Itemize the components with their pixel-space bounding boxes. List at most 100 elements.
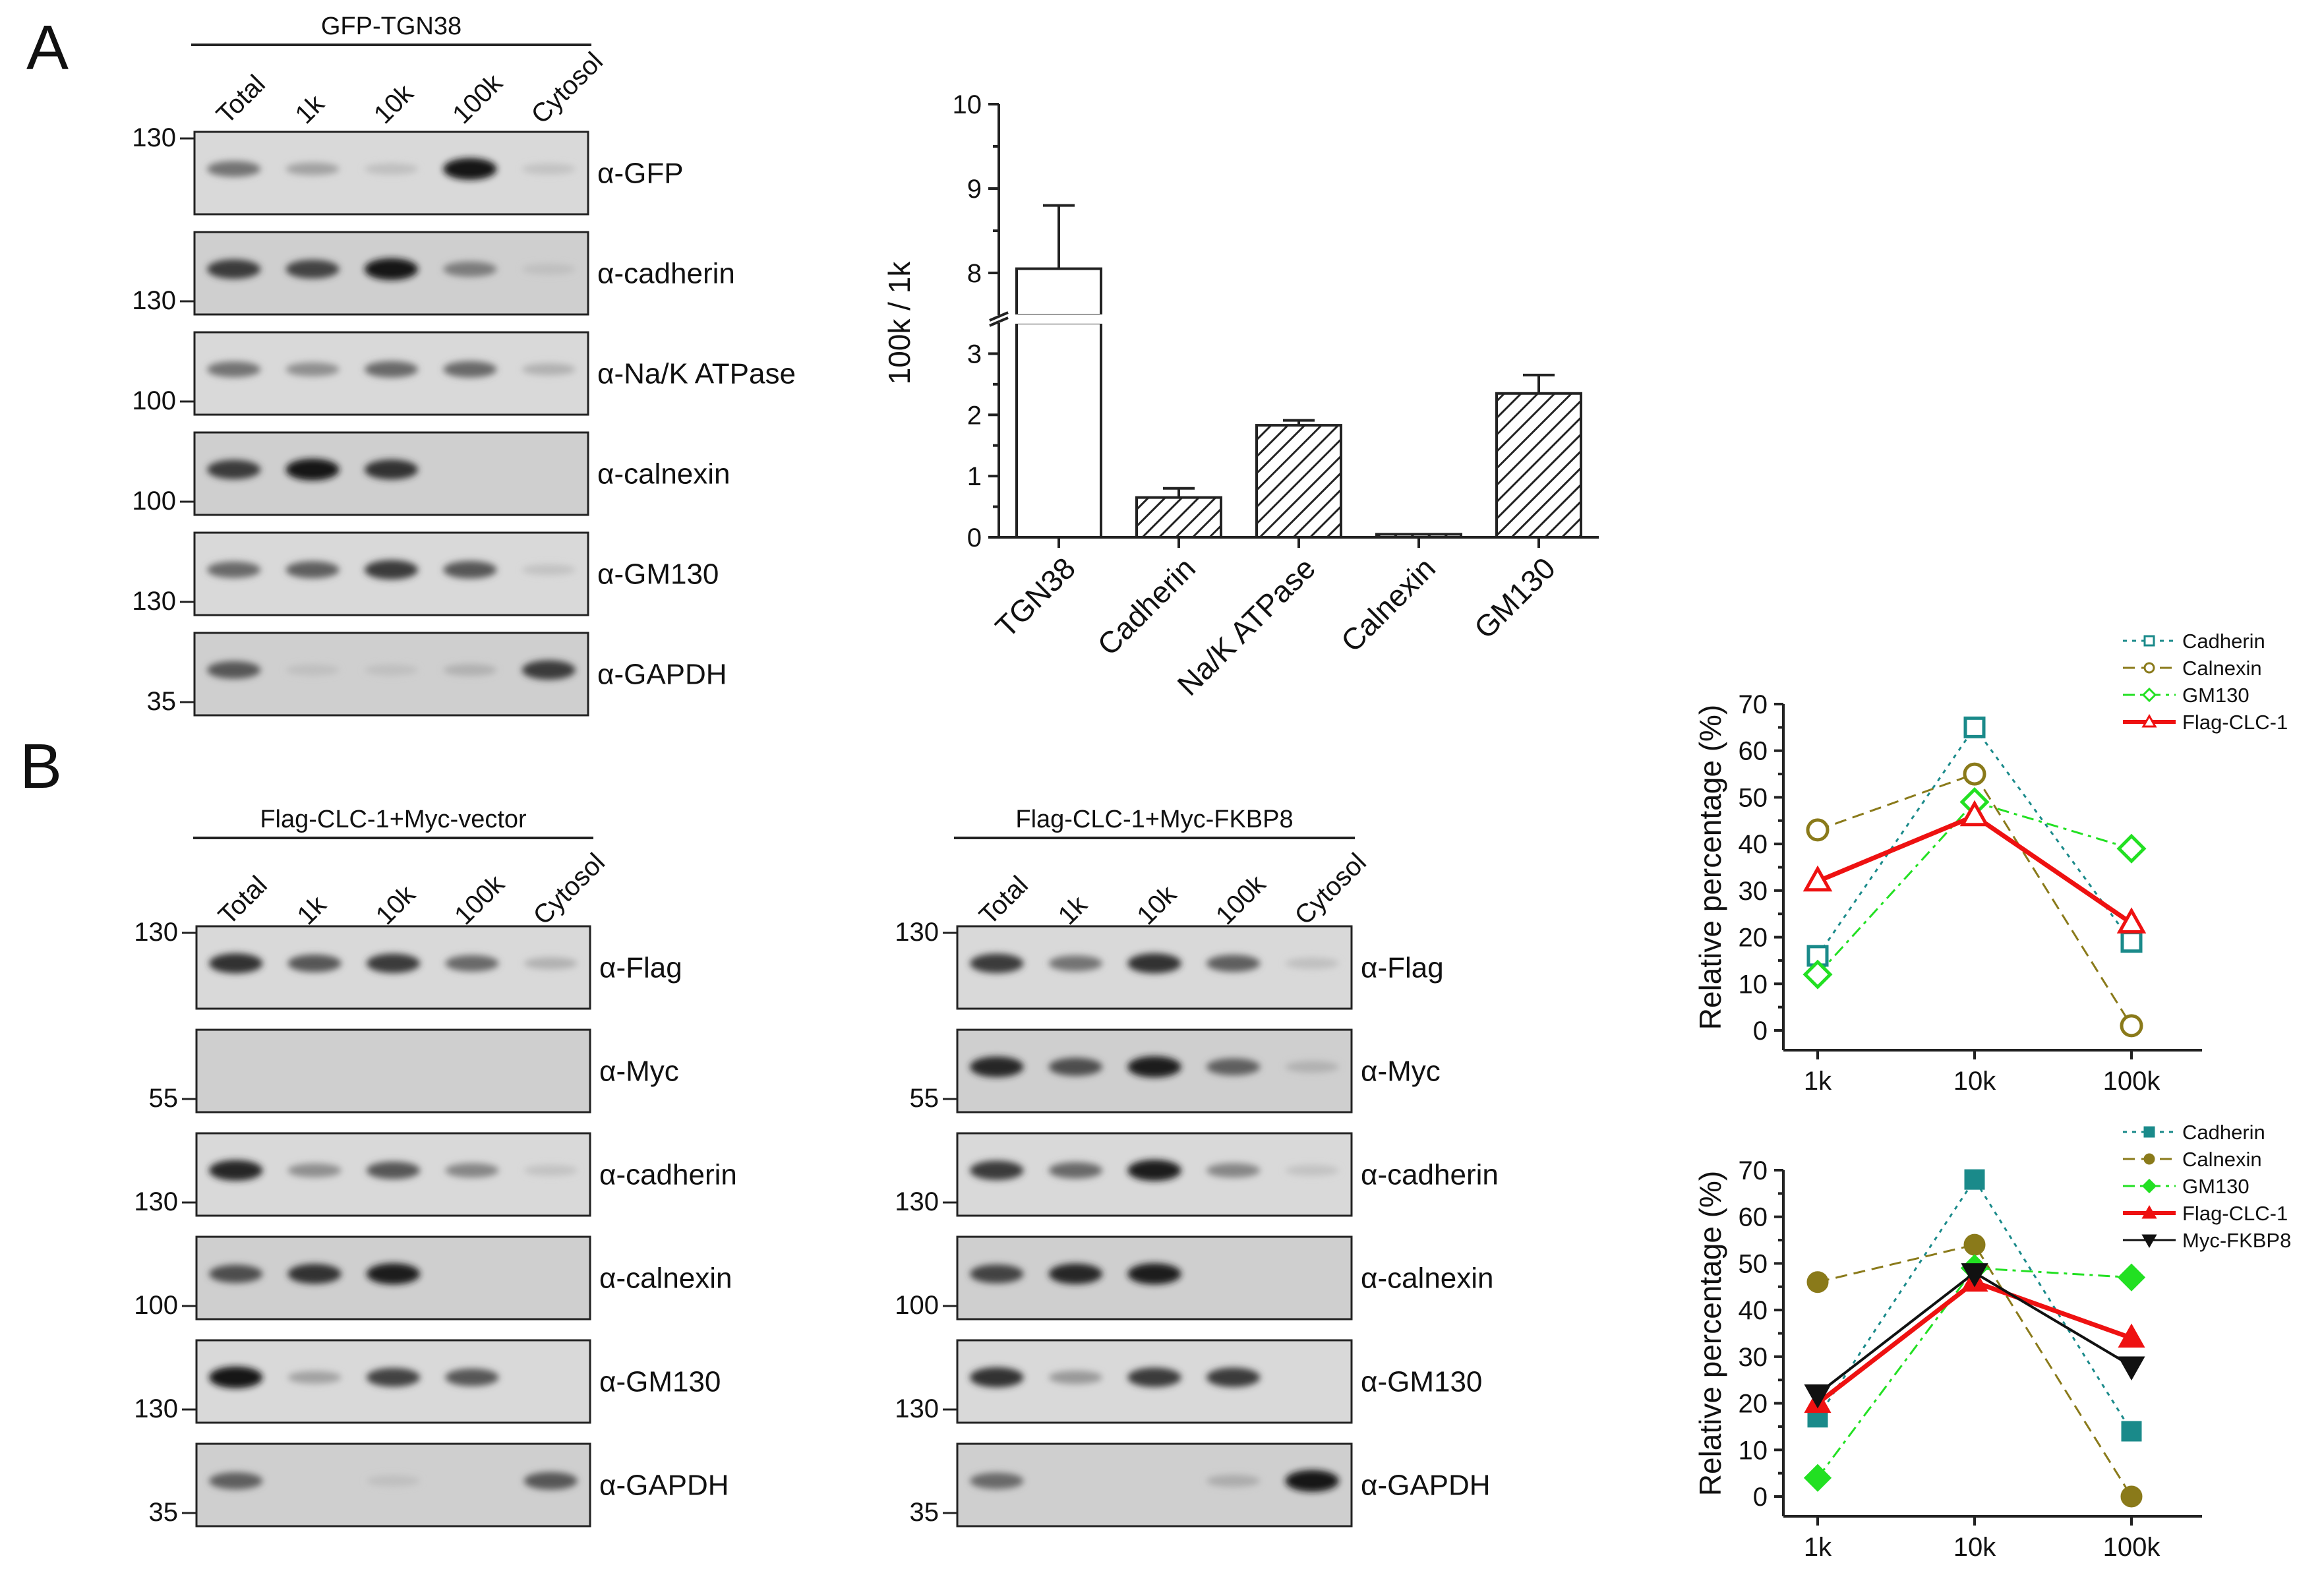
lane-label: Cytosol: [526, 47, 609, 129]
blot-band: [364, 664, 419, 676]
series-line: [1816, 1177, 2133, 1432]
blot-strip: [195, 1442, 591, 1528]
blot-band: [970, 1472, 1024, 1489]
blot-strip: [956, 1442, 1353, 1528]
blot-band: [1127, 1160, 1181, 1181]
antibody-label: α-cadherin: [1361, 1159, 1499, 1191]
legend-marker: [2141, 713, 2157, 728]
mw-marker: 100: [134, 1291, 178, 1320]
mw-marker: 130: [134, 1394, 178, 1423]
lane-label: 1k: [291, 890, 332, 931]
y-tick-label: 20: [1739, 1390, 1768, 1419]
mw-marker: 55: [149, 1084, 179, 1113]
y-tick-label: 60: [1739, 1203, 1768, 1232]
mw-marker: 130: [132, 587, 176, 616]
blot-band: [1206, 1367, 1261, 1387]
antibody-label: α-GM130: [1361, 1366, 1482, 1398]
bar: [1495, 392, 1582, 539]
blot-band: [366, 1475, 421, 1487]
blot-band: [287, 1163, 342, 1177]
blot-band: [445, 1368, 499, 1386]
mw-marker: 35: [910, 1498, 939, 1527]
blot-band: [366, 1263, 421, 1285]
lane-label: 10k: [371, 879, 421, 930]
data-point: [1963, 762, 1986, 786]
blot-band: [521, 263, 576, 275]
blot-band: [287, 954, 342, 972]
blot-band: [1285, 1469, 1339, 1492]
blot-band: [445, 955, 499, 972]
y-tick-label: 70: [1739, 1156, 1768, 1185]
blot-band: [970, 1264, 1024, 1284]
y-tick-label: 10: [1739, 1436, 1768, 1465]
legend-entry: Cadherin: [2182, 1121, 2265, 1144]
antibody-label: α-Flag: [1361, 952, 1444, 984]
blot-band: [364, 560, 419, 579]
blot-band: [1206, 1163, 1261, 1178]
legend-entry: Myc-FKBP8: [2182, 1229, 2291, 1252]
y-tick-label: 3: [967, 340, 982, 369]
blot-band: [364, 258, 419, 280]
antibody-label: α-calnexin: [1361, 1262, 1494, 1295]
blot-band: [1285, 1164, 1339, 1176]
antibody-label: α-cadherin: [599, 1159, 737, 1191]
axis-break-mark: [989, 311, 1009, 322]
y-tick-label: 10: [1739, 970, 1768, 999]
antibody-label: α-GM130: [597, 558, 719, 591]
blot-band: [970, 953, 1024, 973]
series-line: [1816, 813, 2133, 926]
axis-break-mark: [989, 316, 1009, 327]
antibody-label: α-Myc: [599, 1055, 679, 1088]
data-point: [1959, 800, 1990, 827]
blot-band: [1048, 1162, 1103, 1179]
blot-header: Flag-CLC-1+Myc-vector: [260, 806, 527, 833]
blot-band: [1206, 1058, 1261, 1076]
blot-band: [207, 460, 261, 479]
legend-entry: GM130: [2182, 684, 2250, 707]
blot-band: [1127, 1056, 1181, 1078]
y-tick-label: 0: [1753, 1017, 1768, 1046]
lane-label: 100k: [1210, 869, 1272, 930]
bar: [1015, 322, 1102, 539]
series-line: [1817, 1243, 2133, 1497]
blot-band: [523, 1164, 578, 1176]
y-tick-label: 2: [967, 401, 982, 430]
y-tick-label: 50: [1739, 1249, 1768, 1278]
y-axis-label: 100k / 1k: [882, 261, 916, 385]
legend-entry: Cadherin: [2182, 630, 2265, 653]
legend-entry: Flag-CLC-1: [2182, 1202, 2288, 1225]
x-category-label: TGN38: [988, 550, 1082, 644]
blot-panel-a: GFP-TGN38 Total 1k 10k 100k Cytosol 130 α-GFP 13…: [132, 13, 796, 717]
blot-panel-b-left: Flag-CLC-1+Myc-vector Total 1k 10k 100k Cytos…: [134, 806, 737, 1528]
lane-label: 100k: [449, 869, 510, 930]
blot-band: [443, 158, 497, 180]
panel-label-b: B: [20, 731, 62, 802]
blot-band: [285, 362, 340, 376]
lane-label: 10k: [369, 78, 419, 129]
blot-band: [1048, 955, 1103, 972]
mw-marker: 55: [910, 1084, 939, 1113]
data-point: [2120, 931, 2143, 953]
legend-marker: [2143, 635, 2155, 647]
blot-band: [209, 1366, 263, 1388]
blot-band: [1048, 1263, 1103, 1284]
blot-band: [970, 1056, 1024, 1077]
x-category-label: Calnexin: [1334, 550, 1442, 658]
lane-label: 1k: [1053, 890, 1094, 931]
lane-label: Total: [213, 871, 273, 931]
data-point: [1804, 1384, 1832, 1409]
blot-band: [285, 664, 340, 676]
data-point: [2120, 1014, 2143, 1038]
blot-band: [1206, 1474, 1261, 1487]
mw-marker: 130: [134, 1187, 178, 1216]
data-point: [2121, 1421, 2142, 1442]
y-tick-label: 40: [1739, 830, 1768, 859]
data-point: [2116, 833, 2147, 864]
antibody-label: α-GAPDH: [599, 1469, 729, 1502]
blot-band: [521, 564, 576, 576]
y-tick-label: 50: [1739, 783, 1768, 812]
line-chart-top: 0 10 20 30 40 50 60 70 Relative percentage (%) 1k…: [1693, 630, 2288, 1096]
bar: [1255, 424, 1342, 539]
y-tick-label: 8: [967, 259, 982, 288]
